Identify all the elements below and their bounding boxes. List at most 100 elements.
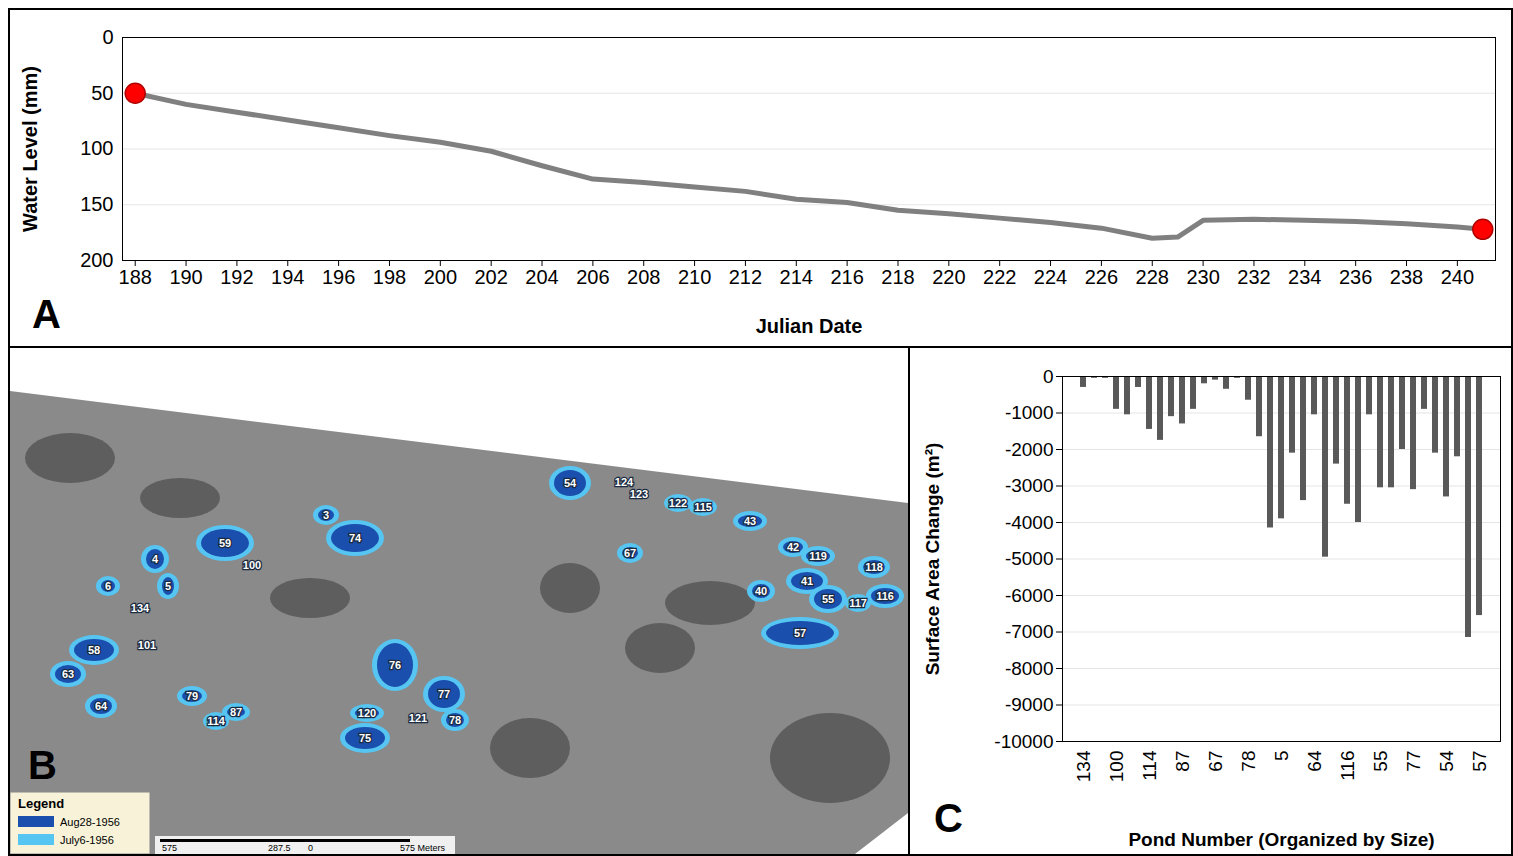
svg-text:-1000: -1000 <box>1005 402 1054 423</box>
svg-text:-7000: -7000 <box>1005 621 1054 642</box>
svg-text:216: 216 <box>830 266 863 288</box>
svg-text:-8000: -8000 <box>1005 658 1054 679</box>
svg-text:-9000: -9000 <box>1005 694 1054 715</box>
svg-text:79: 79 <box>186 690 198 702</box>
svg-text:224: 224 <box>1034 266 1067 288</box>
svg-text:232: 232 <box>1237 266 1270 288</box>
svg-text:40: 40 <box>755 585 767 597</box>
svg-text:-4000: -4000 <box>1005 512 1054 533</box>
svg-text:Pond Number (Organized by Size: Pond Number (Organized by Size) <box>1128 829 1434 850</box>
svg-text:Legend: Legend <box>18 796 64 811</box>
svg-text:208: 208 <box>627 266 660 288</box>
svg-text:222: 222 <box>983 266 1016 288</box>
svg-text:210: 210 <box>678 266 711 288</box>
svg-text:57: 57 <box>1469 751 1490 772</box>
svg-text:287.5: 287.5 <box>268 843 291 853</box>
svg-text:100: 100 <box>243 559 261 571</box>
svg-text:-2000: -2000 <box>1005 439 1054 460</box>
svg-text:220: 220 <box>932 266 965 288</box>
svg-text:194: 194 <box>271 266 304 288</box>
svg-text:206: 206 <box>576 266 609 288</box>
svg-text:212: 212 <box>729 266 762 288</box>
svg-text:43: 43 <box>744 515 756 527</box>
svg-text:240: 240 <box>1441 266 1474 288</box>
svg-text:0: 0 <box>102 26 113 48</box>
svg-text:226: 226 <box>1085 266 1118 288</box>
svg-text:54: 54 <box>564 477 577 489</box>
svg-text:-3000: -3000 <box>1005 475 1054 496</box>
svg-text:75: 75 <box>359 732 371 744</box>
svg-text:54: 54 <box>1436 750 1457 772</box>
svg-text:59: 59 <box>219 537 231 549</box>
svg-text:124: 124 <box>615 476 634 488</box>
svg-text:198: 198 <box>373 266 406 288</box>
svg-text:150: 150 <box>80 193 113 215</box>
svg-text:6: 6 <box>105 580 111 592</box>
svg-text:50: 50 <box>91 82 113 104</box>
svg-text:236: 236 <box>1339 266 1372 288</box>
svg-text:-10000: -10000 <box>994 731 1053 752</box>
svg-text:238: 238 <box>1390 266 1423 288</box>
svg-text:55: 55 <box>822 593 834 605</box>
svg-text:41: 41 <box>801 575 813 587</box>
svg-text:122: 122 <box>669 497 687 509</box>
svg-text:234: 234 <box>1288 266 1321 288</box>
svg-text:July6-1956: July6-1956 <box>60 834 114 846</box>
svg-text:121: 121 <box>409 712 427 724</box>
svg-text:55: 55 <box>1370 751 1391 772</box>
svg-text:575 Meters: 575 Meters <box>400 843 446 853</box>
svg-text:Julian Date: Julian Date <box>756 315 863 337</box>
svg-text:4: 4 <box>152 553 159 565</box>
svg-text:114: 114 <box>207 715 226 727</box>
svg-text:-5000: -5000 <box>1005 548 1054 569</box>
svg-text:74: 74 <box>349 532 362 544</box>
svg-text:117: 117 <box>849 597 867 609</box>
svg-text:100: 100 <box>1106 751 1127 783</box>
svg-text:Water Level (mm): Water Level (mm) <box>19 66 41 232</box>
svg-text:64: 64 <box>1304 750 1325 772</box>
svg-text:3: 3 <box>323 509 329 521</box>
svg-text:230: 230 <box>1186 266 1219 288</box>
svg-text:100: 100 <box>80 137 113 159</box>
svg-text:116: 116 <box>876 590 894 602</box>
svg-text:78: 78 <box>1238 751 1259 772</box>
svg-text:228: 228 <box>1136 266 1169 288</box>
svg-text:214: 214 <box>780 266 813 288</box>
svg-text:5: 5 <box>1271 751 1292 762</box>
svg-text:67: 67 <box>624 547 636 559</box>
svg-text:-6000: -6000 <box>1005 585 1054 606</box>
svg-text:202: 202 <box>474 266 507 288</box>
svg-text:204: 204 <box>525 266 558 288</box>
svg-text:0: 0 <box>308 843 313 853</box>
svg-text:200: 200 <box>424 266 457 288</box>
svg-text:123: 123 <box>630 488 648 500</box>
svg-text:188: 188 <box>119 266 152 288</box>
svg-text:200: 200 <box>80 249 113 271</box>
svg-text:192: 192 <box>220 266 253 288</box>
svg-text:575: 575 <box>162 843 177 853</box>
svg-text:190: 190 <box>169 266 202 288</box>
svg-text:119: 119 <box>809 550 827 562</box>
svg-text:0: 0 <box>1043 366 1054 387</box>
svg-text:64: 64 <box>95 700 108 712</box>
svg-text:77: 77 <box>438 688 450 700</box>
svg-text:78: 78 <box>449 714 461 726</box>
svg-text:134: 134 <box>131 602 150 614</box>
svg-text:114: 114 <box>1139 750 1160 781</box>
svg-text:5: 5 <box>165 580 171 592</box>
svg-text:101: 101 <box>138 639 156 651</box>
svg-text:63: 63 <box>62 668 74 680</box>
svg-text:87: 87 <box>1172 751 1193 772</box>
svg-text:87: 87 <box>230 706 242 718</box>
svg-text:57: 57 <box>794 627 806 639</box>
svg-text:134: 134 <box>1073 750 1094 782</box>
svg-text:218: 218 <box>881 266 914 288</box>
svg-text:120: 120 <box>358 707 376 719</box>
svg-text:77: 77 <box>1403 751 1424 772</box>
svg-text:196: 196 <box>322 266 355 288</box>
svg-text:Aug28-1956: Aug28-1956 <box>60 816 120 828</box>
svg-text:58: 58 <box>88 644 100 656</box>
svg-text:67: 67 <box>1205 751 1226 772</box>
svg-text:42: 42 <box>787 541 799 553</box>
svg-text:118: 118 <box>865 561 883 573</box>
